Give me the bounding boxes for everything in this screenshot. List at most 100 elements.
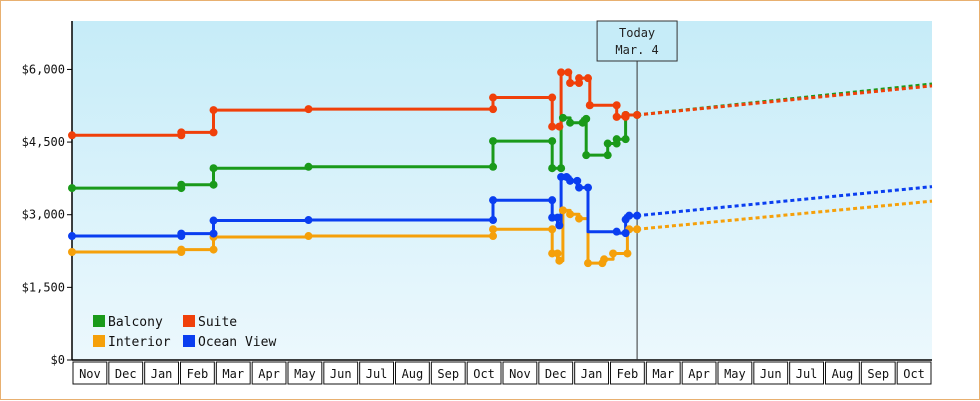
data-point-suite	[489, 105, 498, 114]
data-point-balcony	[489, 162, 498, 171]
data-point-ocean-view	[584, 183, 592, 192]
data-point-suite	[209, 128, 218, 137]
data-point-balcony	[304, 162, 313, 171]
data-point-balcony	[603, 151, 612, 160]
data-point-ocean-view	[625, 211, 634, 220]
data-point-suite	[621, 110, 630, 119]
x-tick-label: Dec	[545, 367, 567, 381]
x-month-cell	[359, 361, 394, 385]
data-point-balcony	[558, 113, 567, 122]
data-point-suite	[68, 131, 76, 140]
data-point-interior	[558, 206, 567, 215]
x-month-cell	[502, 361, 538, 385]
x-month-cell	[645, 361, 681, 385]
data-point-suite	[177, 128, 186, 137]
x-tick-label: Feb	[187, 367, 209, 381]
data-point-interior	[553, 249, 562, 258]
x-tick-label: Mar	[222, 367, 244, 381]
data-point-ocean-view	[633, 211, 642, 220]
data-point-suite	[612, 112, 621, 121]
data-point-suite	[548, 122, 557, 131]
data-point-suite	[633, 110, 642, 119]
data-point-balcony	[489, 137, 498, 146]
x-month-cell	[144, 361, 180, 385]
data-point-ocean-view	[621, 229, 630, 238]
legend-swatch-balcony	[93, 315, 105, 327]
data-point-suite	[548, 93, 557, 102]
x-tick-label: Apr	[688, 367, 710, 381]
x-tick-label: Mar	[652, 367, 674, 381]
data-point-suite	[585, 101, 594, 110]
x-month-cell	[251, 361, 287, 385]
data-point-ocean-view	[575, 183, 584, 192]
data-point-interior	[489, 225, 498, 234]
data-point-suite	[555, 122, 564, 131]
x-month-cell	[287, 361, 323, 385]
x-tick-label: Aug	[832, 367, 854, 381]
x-month-cell	[430, 361, 466, 385]
data-point-interior	[68, 248, 76, 257]
plot-area	[72, 21, 932, 360]
x-tick-label: Feb	[617, 367, 639, 381]
x-month-cell	[860, 361, 896, 385]
data-point-balcony	[612, 135, 621, 144]
data-point-interior	[623, 249, 632, 258]
data-point-suite	[304, 105, 313, 114]
data-point-suite	[564, 68, 573, 77]
data-point-ocean-view	[304, 216, 313, 225]
x-tick-label: Aug	[402, 367, 424, 381]
data-point-interior	[566, 210, 575, 219]
data-point-ocean-view	[553, 213, 562, 222]
data-point-interior	[584, 259, 592, 268]
data-point-balcony	[177, 180, 186, 189]
x-month-cell	[825, 361, 860, 385]
x-tick-label: Jul	[796, 367, 818, 381]
data-point-balcony	[621, 135, 630, 144]
y-tick-label: $1,500	[22, 280, 65, 294]
data-point-ocean-view	[209, 216, 218, 225]
data-point-ocean-view	[489, 196, 498, 205]
y-tick-label: $4,500	[22, 135, 65, 149]
data-point-ocean-view	[573, 176, 582, 185]
x-tick-label: Apr	[258, 367, 280, 381]
data-point-suite	[584, 74, 592, 83]
legend-swatch-interior	[93, 335, 105, 347]
x-month-cell	[717, 361, 753, 385]
legend-swatch-suite	[183, 315, 195, 327]
x-tick-label: May	[294, 367, 316, 381]
x-tick-label: Jun	[330, 367, 352, 381]
data-point-balcony	[603, 139, 612, 148]
x-tick-label: May	[724, 367, 746, 381]
data-point-interior	[548, 225, 557, 234]
x-month-cell	[574, 361, 610, 385]
data-point-ocean-view	[612, 227, 621, 236]
data-point-suite	[209, 106, 218, 115]
x-tick-label: Sep	[867, 367, 889, 381]
x-tick-label: Nov	[509, 367, 531, 381]
series-projection-suite	[636, 84, 933, 117]
x-tick-label: Sep	[437, 367, 459, 381]
data-point-balcony	[209, 180, 218, 189]
x-month-cell	[789, 361, 825, 385]
series-projection-ocean-view	[636, 185, 933, 218]
data-point-interior	[600, 255, 609, 264]
data-point-suite	[575, 74, 584, 83]
data-point-ocean-view	[548, 196, 557, 205]
data-point-ocean-view	[489, 216, 498, 225]
today-date: Mar. 4	[615, 43, 658, 57]
legend-label-suite: Suite	[198, 315, 237, 330]
data-point-ocean-view	[566, 176, 575, 185]
data-point-interior	[304, 232, 313, 241]
legend-swatch-ocean-view	[183, 335, 195, 347]
x-month-cell	[395, 361, 430, 385]
x-tick-label: Jul	[366, 367, 388, 381]
data-point-balcony	[566, 118, 575, 127]
legend-label-ocean-view: Ocean View	[198, 335, 276, 350]
data-point-interior	[575, 214, 584, 223]
x-month-cell	[108, 361, 144, 385]
x-month-cell	[180, 361, 215, 385]
x-tick-label: Oct	[473, 367, 495, 381]
data-point-interior	[555, 256, 564, 265]
x-month-cell	[681, 361, 717, 385]
